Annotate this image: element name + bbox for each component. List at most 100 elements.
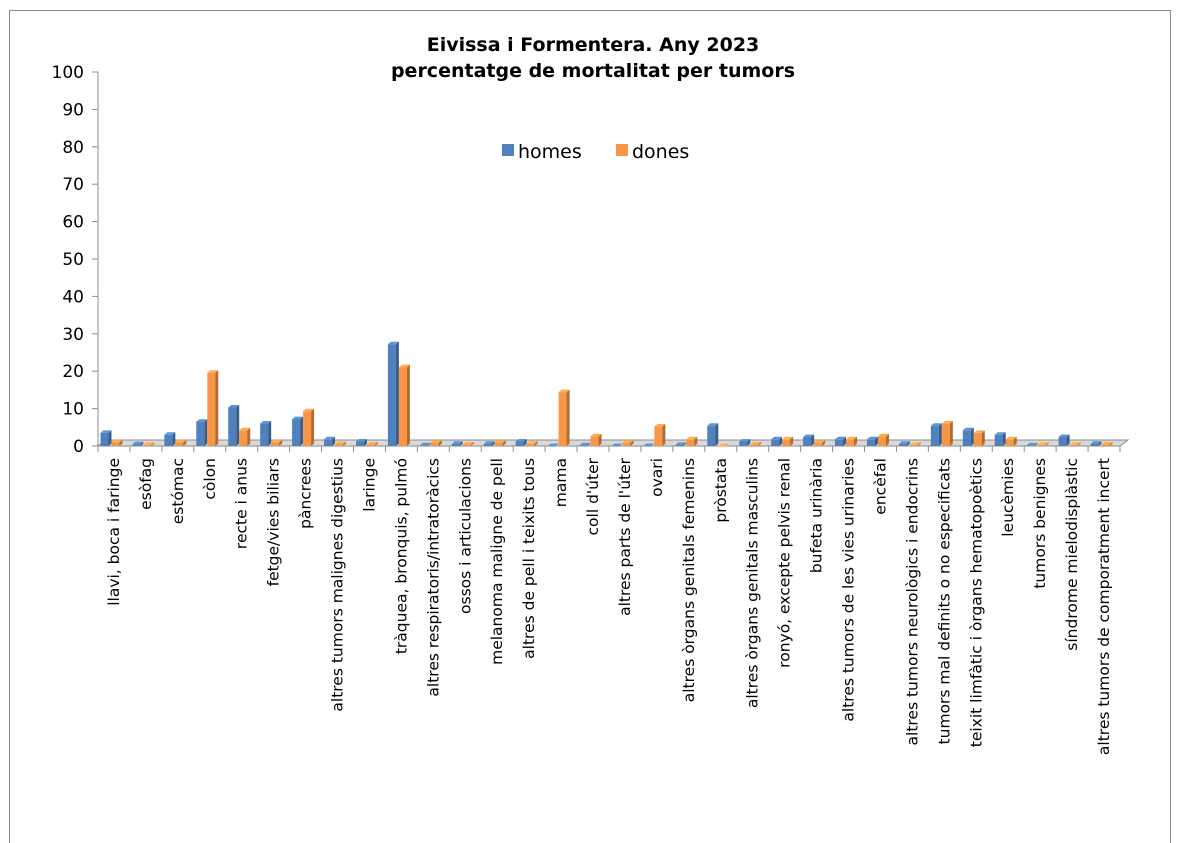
- bar-top: [271, 439, 283, 443]
- x-category-label: teixit limfàtic i òrgans hematopoètics: [967, 458, 985, 747]
- bar-side: [981, 430, 985, 446]
- bar-side: [790, 436, 794, 446]
- bar-front: [898, 443, 907, 446]
- bar-top: [579, 442, 591, 446]
- x-category-label: tumors benignes: [1031, 458, 1049, 589]
- bar-front: [483, 443, 492, 446]
- bar-top: [355, 439, 367, 442]
- bar-homes: [962, 427, 974, 446]
- bar-homes: [164, 432, 176, 446]
- bar-top: [1069, 442, 1081, 445]
- bar-front: [196, 421, 205, 446]
- x-category-label: encèfal: [871, 458, 889, 515]
- bar-homes: [100, 430, 112, 446]
- y-tick-label: 20: [62, 362, 84, 382]
- bar-front: [739, 441, 748, 446]
- bar-front: [132, 444, 141, 446]
- bar-top: [930, 423, 942, 426]
- bar-top: [111, 439, 123, 443]
- bar-top: [515, 439, 527, 442]
- bar-side: [374, 442, 378, 446]
- bar-top: [547, 443, 559, 446]
- bar-front: [292, 419, 301, 446]
- x-category-label: recte i anus: [233, 458, 251, 549]
- bar-side: [758, 442, 762, 446]
- bar-homes: [451, 441, 463, 446]
- x-category-label: tràquea, bronquis, pulmó: [392, 458, 410, 654]
- bar-top: [803, 434, 815, 438]
- bar-front: [1069, 444, 1078, 446]
- x-category-label: llavi, boca i faringe: [105, 458, 123, 606]
- bar-front: [303, 411, 312, 446]
- bar-top: [260, 421, 272, 424]
- bar-front: [590, 436, 599, 446]
- bar-front: [643, 446, 652, 447]
- bar-top: [1005, 436, 1017, 440]
- bar-side: [406, 364, 410, 446]
- bar-front: [909, 444, 918, 446]
- bar-side: [438, 440, 442, 446]
- x-category-label: ossos i articulacions: [456, 458, 474, 614]
- bar-homes: [355, 439, 367, 446]
- bar-top: [835, 436, 847, 440]
- bar-dones: [271, 439, 283, 446]
- bar-top: [973, 430, 985, 433]
- bar-top: [643, 443, 655, 446]
- bar-top: [1037, 442, 1049, 445]
- bar-front: [877, 436, 886, 446]
- bar-top: [962, 427, 974, 431]
- bar-top: [558, 389, 570, 393]
- bar-front: [866, 439, 875, 446]
- y-tick-label: 0: [73, 437, 84, 457]
- bar-front: [419, 445, 428, 446]
- bar-front: [675, 444, 684, 446]
- bar-homes: [866, 436, 878, 446]
- bar-dones: [877, 433, 889, 446]
- bar-dones: [366, 442, 378, 446]
- bar-side: [1013, 436, 1017, 446]
- bar-front: [100, 432, 109, 446]
- y-tick-label: 50: [62, 250, 84, 270]
- bar-top: [483, 441, 495, 444]
- bar-side: [822, 440, 826, 446]
- bar-front: [771, 439, 780, 446]
- bar-front: [547, 446, 556, 447]
- bar-front: [515, 441, 524, 446]
- bar-side: [1098, 441, 1102, 446]
- bar-homes: [707, 423, 719, 446]
- bar-homes: [675, 442, 687, 446]
- bar-top: [100, 430, 112, 433]
- legend-label-homes: homes: [518, 141, 582, 163]
- bar-front: [579, 445, 588, 446]
- bar-front: [611, 446, 620, 447]
- x-category-label: còlon: [201, 458, 219, 500]
- bar-front: [803, 437, 812, 446]
- bar-dones: [143, 442, 155, 446]
- bar-dones: [398, 364, 410, 446]
- bar-side: [427, 442, 431, 446]
- bar-dones: [750, 442, 762, 446]
- bar-side: [119, 439, 123, 446]
- bar-homes: [1058, 434, 1070, 446]
- bar-side: [566, 389, 570, 446]
- bar-top: [164, 432, 176, 435]
- x-category-label: ovari: [648, 458, 666, 497]
- bar-homes: [739, 439, 751, 446]
- bar-front: [335, 444, 344, 446]
- bar-side: [747, 439, 751, 446]
- bar-side: [534, 441, 538, 446]
- bar-front: [451, 443, 460, 446]
- x-category-label: altres tumors malignes digestius: [329, 458, 347, 712]
- bar-side: [694, 436, 698, 446]
- bar-top: [462, 442, 474, 445]
- bar-homes: [387, 341, 399, 446]
- bar-front: [814, 442, 823, 446]
- bar-side: [630, 440, 634, 446]
- y-tick-label: 40: [62, 287, 84, 307]
- bar-side: [811, 434, 815, 446]
- x-category-label: esòfag: [137, 458, 155, 510]
- bar-dones: [462, 442, 474, 446]
- bar-side: [215, 370, 219, 446]
- x-category-label: leucèmies: [999, 458, 1017, 537]
